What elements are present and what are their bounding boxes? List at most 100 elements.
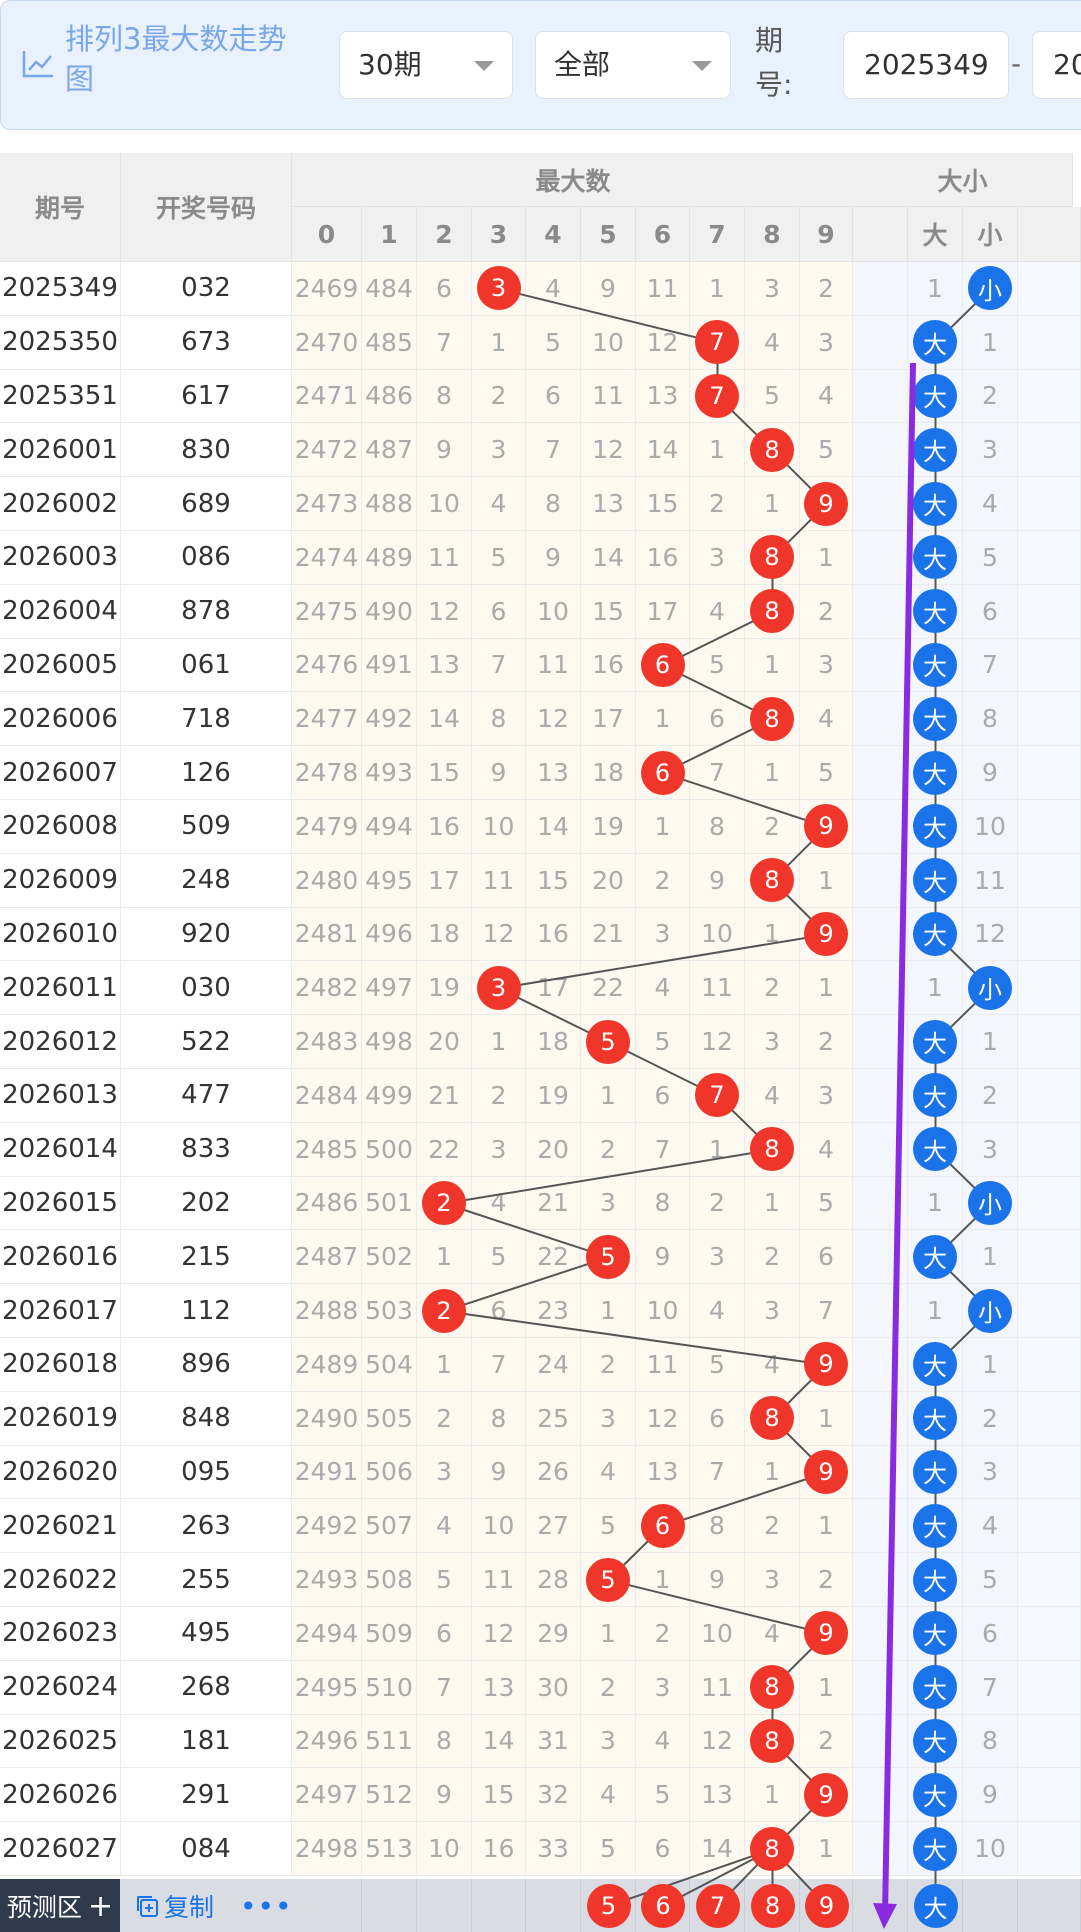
max-cell-4: 23 <box>526 1284 581 1338</box>
extra-cell <box>1018 1391 1081 1446</box>
size-cell-0: 大 <box>908 1607 963 1661</box>
draw-number-header[interactable]: 开奖号码 <box>121 153 292 262</box>
draw-number-cell: 878 <box>121 584 292 639</box>
max-cell-8: 8 <box>745 1660 800 1715</box>
miss-count: 8 <box>436 381 452 411</box>
period-to-input[interactable]: 2026027 <box>1032 31 1081 99</box>
max-cell-1: 497 <box>362 961 417 1016</box>
extra-cell <box>1018 423 1081 478</box>
max-cell-6: 1 <box>636 800 690 854</box>
max-cell-3: 3 <box>472 423 526 478</box>
max-cell-7: 8 <box>690 800 745 854</box>
max-cell-8: 3 <box>745 1284 800 1338</box>
predicted-max-ball[interactable]: 9 <box>804 1884 849 1928</box>
max-cell-9: 9 <box>800 907 853 962</box>
miss-count: 1 <box>490 327 507 357</box>
miss-count: 5 <box>818 758 834 788</box>
miss-count: 507 <box>365 1511 413 1541</box>
size-header: 大小 <box>853 153 1073 207</box>
period-count-select[interactable]: 30期 <box>339 31 513 99</box>
max-number-ball: 9 <box>804 1611 848 1656</box>
miss-count: 2487 <box>294 1242 359 1272</box>
big-ball: 大 <box>913 535 957 580</box>
miss-count: 12 <box>537 704 569 734</box>
size-blank-cell <box>853 369 908 424</box>
max-cell-0: 2489 <box>292 1338 362 1392</box>
miss-count: 7 <box>436 327 452 357</box>
max-cell-6: 6 <box>636 746 690 800</box>
miss-count: 4 <box>654 1726 671 1756</box>
miss-count: 2 <box>818 1565 834 1595</box>
miss-count: 14 <box>592 542 624 572</box>
miss-count: 4 <box>818 1134 834 1164</box>
max-cell-1: 487 <box>362 423 417 478</box>
period-from-input[interactable]: 2025349 <box>843 31 1009 99</box>
predicted-max-ball[interactable]: 8 <box>750 1884 795 1928</box>
max-cell-9: 7 <box>800 1284 853 1338</box>
predicted-size-ball[interactable]: 大 <box>913 1884 958 1928</box>
miss-count: 2497 <box>294 1780 359 1810</box>
miss-count: 5 <box>600 1511 616 1541</box>
miss-count: 2474 <box>294 542 359 572</box>
miss-count: 1 <box>818 1672 834 1702</box>
max-cell-6: 13 <box>636 1445 690 1500</box>
max-cell-0: 2485 <box>292 1122 362 1177</box>
draw-number-cell: 248 <box>121 853 292 908</box>
miss-count: 3 <box>654 1672 671 1702</box>
miss-count: 8 <box>709 1511 725 1541</box>
miss-count: 9 <box>490 758 507 788</box>
max-cell-5: 18 <box>581 746 636 800</box>
miss-count: 502 <box>365 1242 413 1272</box>
max-cell-3: 7 <box>472 638 526 693</box>
max-cell-9: 3 <box>800 638 853 693</box>
miss-count: 16 <box>428 811 460 841</box>
size-miss-count: 12 <box>974 919 1006 949</box>
max-number-ball: 8 <box>750 427 794 472</box>
miss-count: 3 <box>818 327 834 357</box>
period-header[interactable]: 期号 <box>0 153 121 262</box>
miss-count: 2486 <box>294 1188 359 1218</box>
miss-count: 511 <box>365 1726 413 1756</box>
filter-select[interactable]: 全部 <box>535 31 731 99</box>
size-cell-1: 7 <box>963 1660 1018 1715</box>
max-cell-0: 2469 <box>292 262 362 316</box>
max-cell-5: 3 <box>581 1391 636 1446</box>
extra-cell <box>1018 1768 1081 1823</box>
miss-count: 18 <box>537 1027 569 1057</box>
period-cell: 2026026 <box>0 1768 121 1823</box>
max-number-ball: 5 <box>586 1019 630 1064</box>
size-blank-cell <box>853 907 908 962</box>
miss-count: 6 <box>490 596 507 626</box>
max-cell-9: 2 <box>800 262 853 316</box>
max-cell-1: 499 <box>362 1069 417 1123</box>
max-cell-6: 16 <box>636 531 690 585</box>
miss-count: 22 <box>428 1134 460 1164</box>
prediction-zone-button[interactable]: 预测区 + <box>0 1879 120 1932</box>
predicted-max-ball[interactable]: 5 <box>586 1884 631 1928</box>
big-ball: 大 <box>913 1342 957 1387</box>
draw-number-cell: 509 <box>121 800 292 854</box>
max-cell-9: 9 <box>800 477 853 531</box>
max-cell-4: 13 <box>526 746 581 800</box>
max-cell-0: 2476 <box>292 638 362 693</box>
size-blank-cell <box>853 1822 908 1876</box>
miss-count: 10 <box>701 919 733 949</box>
max-number-ball: 8 <box>750 1665 794 1710</box>
size-cell-1: 1 <box>963 1230 1018 1285</box>
max-cell-9: 4 <box>800 692 853 747</box>
more-dots-icon[interactable]: ••• <box>240 1889 293 1923</box>
max-cell-8: 3 <box>745 1553 800 1607</box>
miss-count: 1 <box>709 273 725 303</box>
miss-count: 19 <box>537 1080 569 1110</box>
extra-cell <box>1018 1607 1081 1661</box>
extra-cell <box>1018 1822 1081 1876</box>
predicted-max-ball[interactable]: 6 <box>641 1884 685 1928</box>
copy-button[interactable]: 复制 <box>134 1879 214 1932</box>
max-cell-1: 510 <box>362 1660 417 1715</box>
miss-count: 14 <box>701 1834 733 1864</box>
predicted-max-ball[interactable]: 7 <box>695 1884 740 1928</box>
miss-count: 2 <box>818 273 834 303</box>
max-cell-0: 2487 <box>292 1230 362 1285</box>
miss-count: 2493 <box>294 1565 359 1595</box>
max-cell-6: 9 <box>636 1230 690 1285</box>
